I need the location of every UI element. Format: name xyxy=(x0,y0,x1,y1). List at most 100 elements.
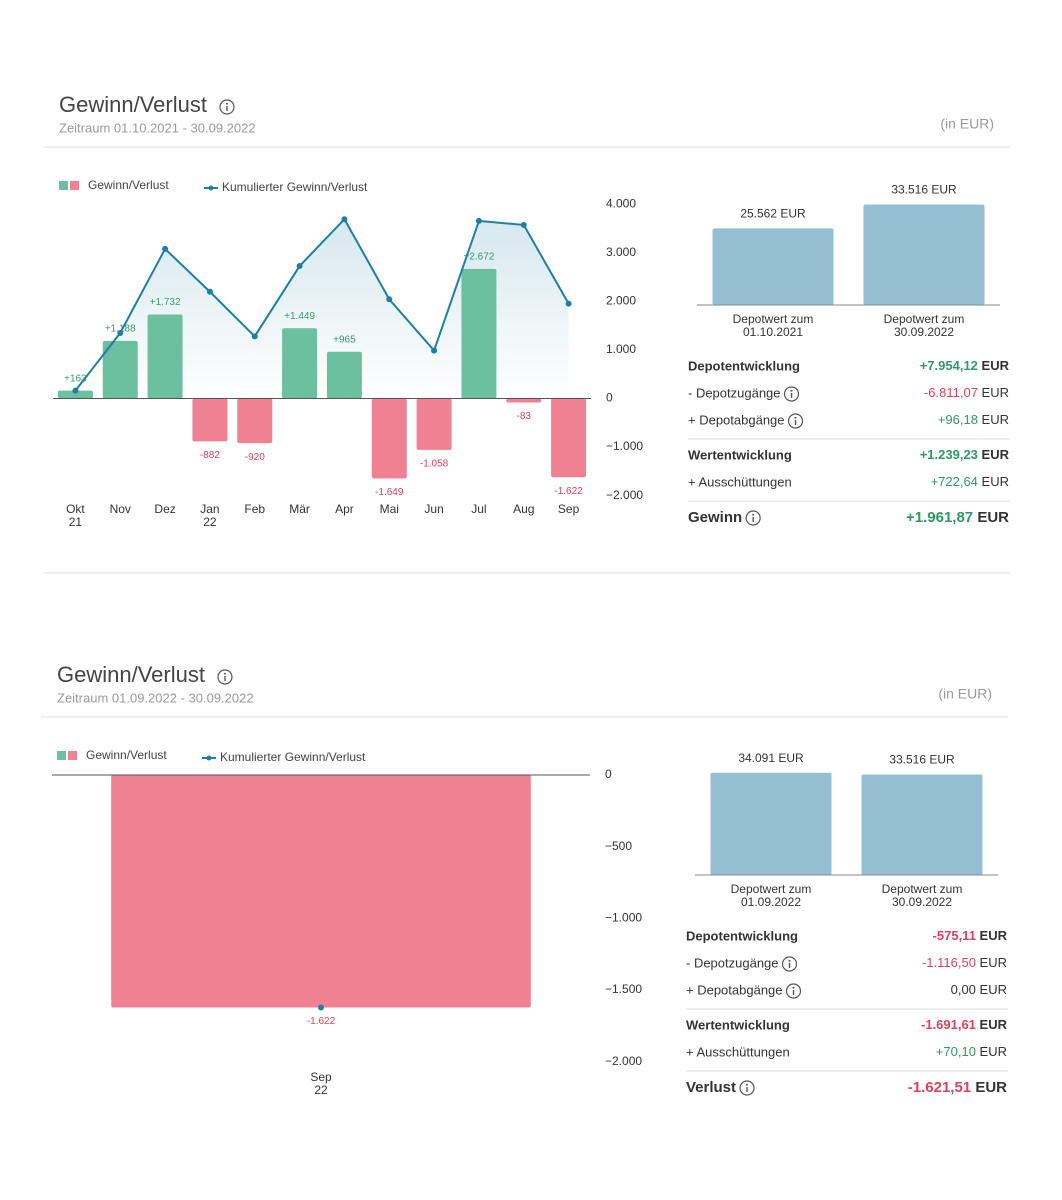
depot-category-label: Depotwert zum 30.09.2022 xyxy=(882,882,963,909)
row-value: -1.691,61 EUR xyxy=(921,1017,1008,1032)
bar xyxy=(461,268,497,399)
y-tick-label: −1.500 xyxy=(605,982,642,996)
y-tick-label: 1.000 xyxy=(606,342,636,356)
row-unit: EUR xyxy=(980,928,1008,943)
y-tick-label: 4.000 xyxy=(606,197,636,211)
info-icon-dot xyxy=(792,986,795,989)
x-tick-label: Mär xyxy=(289,502,310,516)
row-value: -6.811,07 EUR xyxy=(924,385,1009,400)
x-tick-label: Feb xyxy=(244,502,265,516)
row-unit: EUR xyxy=(980,1017,1008,1032)
unit-note: (in EUR) xyxy=(938,686,992,702)
info-icon xyxy=(217,669,233,685)
row-value: +1.239,23 EUR xyxy=(920,447,1010,462)
row-unit: EUR xyxy=(980,955,1007,970)
y-tick-label: −500 xyxy=(605,839,632,853)
y-tick-label: −2.000 xyxy=(606,488,643,502)
cumulative-point xyxy=(117,329,124,336)
x-tick-label: Aug xyxy=(513,502,534,516)
x-tick-label: Dez xyxy=(154,502,175,516)
row-unit: EUR xyxy=(975,1079,1007,1096)
info-icon-dot xyxy=(788,959,791,962)
row-unit: EUR xyxy=(982,474,1009,489)
bar-value-label: +1.449 xyxy=(284,311,315,322)
bar xyxy=(57,390,93,399)
y-tick-label: 0 xyxy=(605,767,612,781)
depot-value-label: 25.562 EUR xyxy=(740,206,806,220)
depot-value-label: 33.516 EUR xyxy=(891,183,957,197)
cumulative-point xyxy=(475,217,482,224)
cumulative-line xyxy=(74,217,570,392)
bar-value-label: -920 xyxy=(245,452,265,463)
row-unit: EUR xyxy=(982,358,1010,373)
bar xyxy=(102,340,138,399)
row-amount: -1.621,51 xyxy=(908,1079,971,1096)
x-tick-label: Mai xyxy=(380,502,399,516)
depot-value-label: 33.516 EUR xyxy=(889,753,955,767)
y-tick-label: 2.000 xyxy=(606,294,636,308)
row-value: -575,11 EUR xyxy=(933,928,1008,943)
info-icon-dot xyxy=(790,389,793,392)
bar-value-label: -1.649 xyxy=(375,487,404,498)
row-amount: +1.239,23 xyxy=(920,447,978,462)
x-tick-label: Nov xyxy=(110,502,131,516)
legend-dot xyxy=(206,755,212,761)
row-value: +96,18 EUR xyxy=(938,412,1009,427)
depot-category-label: Depotwert zum 01.09.2022 xyxy=(731,882,812,909)
info-icon-dot xyxy=(223,672,226,675)
row-value: +1.961,87 EUR xyxy=(906,509,1009,526)
row-amount: +96,18 xyxy=(938,412,978,427)
period: Zeitraum 01.10.2021 - 30.09.2022 xyxy=(59,120,256,135)
y-tick-label: 0 xyxy=(606,391,613,405)
row-amount: -6.811,07 xyxy=(924,385,978,400)
cumulative-point xyxy=(520,221,527,228)
row-value: +722,64 EUR xyxy=(931,474,1009,489)
x-tick-label: Apr xyxy=(335,502,354,516)
info-icon-dot xyxy=(225,102,228,105)
legend-label: Kumulierter Gewinn/Verlust xyxy=(222,180,368,194)
row-value: -1.116,50 EUR xyxy=(922,955,1007,970)
cumulative-point xyxy=(431,347,438,354)
legend-dot xyxy=(208,185,214,191)
info-icon xyxy=(785,983,802,999)
info-icon xyxy=(787,413,804,429)
period: Zeitraum 01.09.2022 - 30.09.2022 xyxy=(57,690,254,705)
bar xyxy=(282,328,318,399)
row-label: + Depotabgänge xyxy=(686,982,783,997)
info-icon-dot xyxy=(752,513,755,516)
bar-value-label: +163 xyxy=(64,373,87,384)
row-value: 0,00 EUR xyxy=(951,982,1007,997)
row-amount: +1.961,87 xyxy=(906,509,973,526)
bar xyxy=(371,398,407,479)
depot-bar xyxy=(712,228,834,305)
cumulative-point xyxy=(318,1004,324,1011)
bar-value-label: -1.622 xyxy=(307,1016,336,1027)
row-amount: -1.691,61 xyxy=(921,1017,976,1032)
bar xyxy=(237,398,273,444)
legend-swatch xyxy=(57,751,66,760)
row-label: Depotentwicklung xyxy=(686,928,798,943)
legend-swatch xyxy=(59,181,68,190)
x-tick-label: Jan 22 xyxy=(200,502,219,529)
row-label: + Ausschüttungen xyxy=(688,474,792,489)
bar-value-label: +1.732 xyxy=(150,297,181,308)
row-amount: 0,00 xyxy=(951,982,976,997)
x-tick-label: Sep xyxy=(558,502,580,516)
cumulative-point xyxy=(72,387,79,394)
x-tick-label: Okt 21 xyxy=(66,502,85,529)
row-label: Wertentwicklung xyxy=(688,447,792,462)
row-label: - Depotzugänge xyxy=(688,385,781,400)
cumulative-point xyxy=(251,333,258,340)
depot-value-label: 34.091 EUR xyxy=(738,751,804,765)
row-value: +7.954,12 EUR xyxy=(920,358,1010,373)
row-label: + Depotabgänge xyxy=(688,412,785,427)
cumulative-area xyxy=(75,219,569,399)
x-tick-label: Jul xyxy=(471,502,486,516)
row-value: +70,10 EUR xyxy=(936,1044,1007,1059)
info-icon xyxy=(745,510,761,526)
bar-value-label: -83 xyxy=(517,411,532,422)
info-icon xyxy=(739,1080,755,1096)
info-icon-dot xyxy=(794,416,797,419)
